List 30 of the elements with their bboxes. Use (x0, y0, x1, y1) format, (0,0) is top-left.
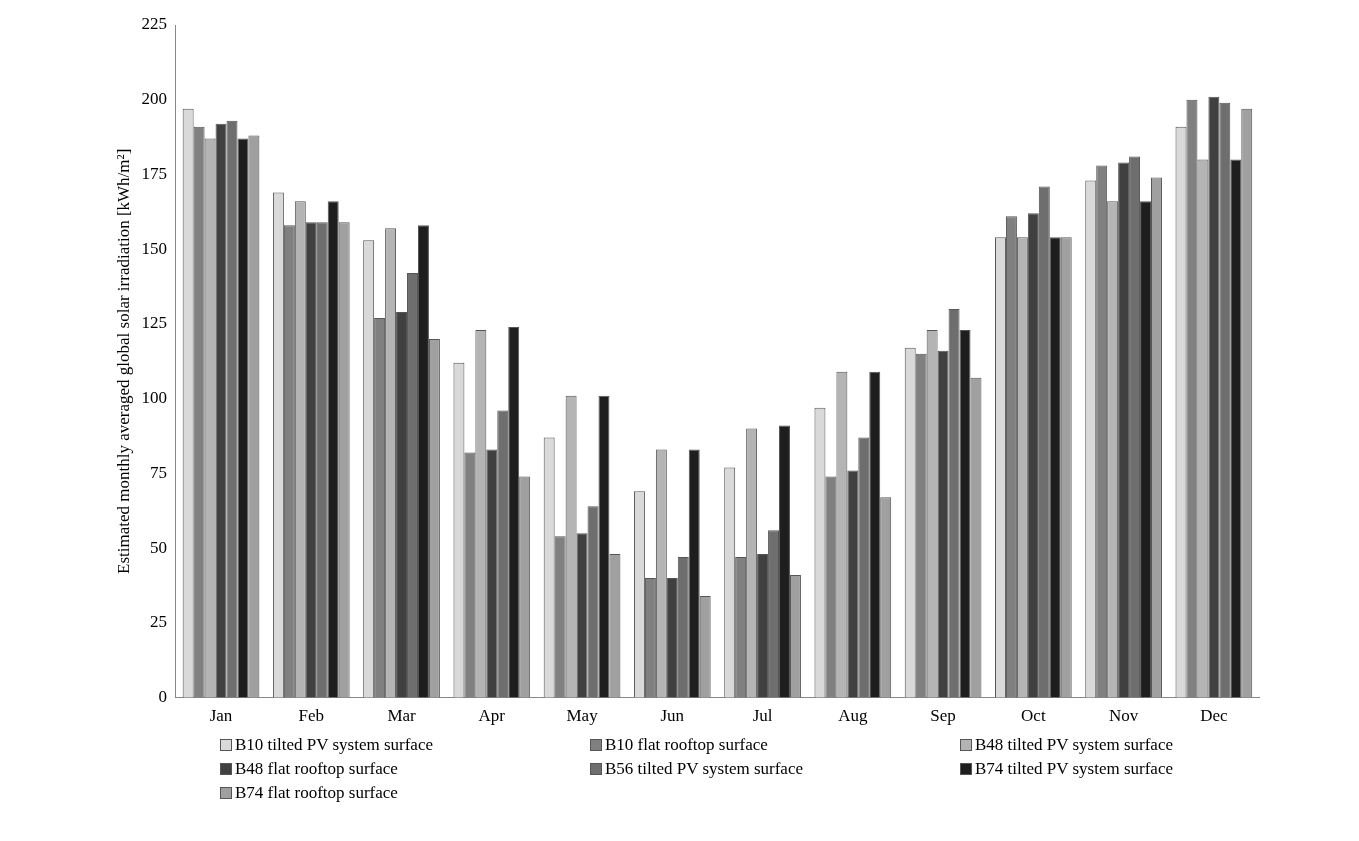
x-tick-label: Apr (478, 706, 506, 726)
x-tick-label: Sep (930, 706, 956, 726)
legend-label: B74 flat rooftop surface (235, 783, 398, 803)
x-tick-label: Jun (660, 706, 685, 726)
y-tick-label: 50 (149, 537, 167, 557)
y-tick-label: 75 (149, 462, 167, 482)
legend-label: B56 tilted PV system surface (605, 759, 803, 779)
legend-label: B48 tilted PV system surface (975, 735, 1173, 755)
y-tick-label: 225 (141, 14, 167, 34)
x-tick-label: Nov (1108, 706, 1139, 726)
y-axis-title: Estimated monthly averaged global solar irradiation [kWh/m²] (113, 148, 133, 574)
legend-label: B10 flat rooftop surface (605, 735, 768, 755)
x-tick-label: Mar (387, 706, 417, 726)
x-tick-label: Dec (1200, 706, 1229, 726)
y-tick-label: 100 (141, 388, 167, 408)
y-tick-label: 175 (141, 163, 167, 183)
y-tick-label: 150 (141, 238, 167, 258)
x-tick-label: Jul (752, 706, 773, 726)
y-tick-label: 125 (141, 313, 167, 333)
x-tick-label: Aug (838, 706, 868, 726)
legend-label: B10 tilted PV system surface (235, 735, 433, 755)
legend-label: B74 tilted PV system surface (975, 759, 1173, 779)
y-tick-label: 200 (141, 89, 167, 109)
y-tick-label: 25 (149, 612, 167, 632)
x-tick-label: Oct (1021, 706, 1046, 726)
y-tick-label: 0 (158, 687, 167, 707)
x-tick-label: Jan (209, 706, 233, 726)
x-tick-label: May (566, 706, 599, 726)
x-tick-label: Feb (298, 706, 325, 726)
legend-label: B48 flat rooftop surface (235, 759, 398, 779)
